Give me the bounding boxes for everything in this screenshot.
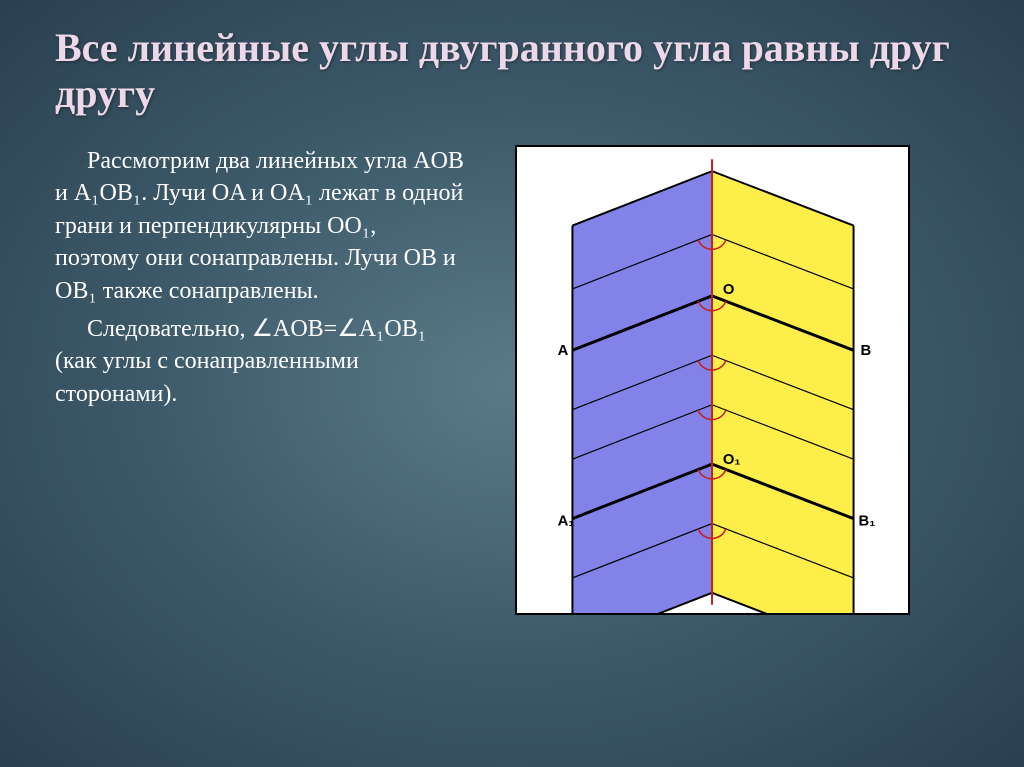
paragraph-1: Рассмотрим два линейных угла AOB и A₁OB₁… bbox=[55, 145, 465, 307]
svg-text:B: B bbox=[860, 343, 871, 359]
svg-text:B₁: B₁ bbox=[859, 514, 876, 530]
svg-text:A: A bbox=[558, 343, 569, 359]
paragraph-2: Следовательно, ∠AOB=∠A₁OB₁ (как углы с с… bbox=[55, 313, 465, 410]
diagram-container: O A B O₁ A₁ B₁ bbox=[515, 145, 910, 615]
slide-title: Все линейные углы двугранного угла равны… bbox=[55, 25, 969, 117]
svg-text:O₁: O₁ bbox=[723, 452, 741, 468]
content-row: Рассмотрим два линейных угла AOB и A₁OB₁… bbox=[55, 145, 969, 615]
svg-text:O: O bbox=[723, 282, 735, 298]
text-block: Рассмотрим два линейных угла AOB и A₁OB₁… bbox=[55, 145, 465, 615]
dihedral-angle-diagram: O A B O₁ A₁ B₁ bbox=[515, 145, 910, 615]
svg-text:A₁: A₁ bbox=[558, 514, 575, 530]
slide: Все линейные углы двугранного угла равны… bbox=[0, 0, 1024, 767]
